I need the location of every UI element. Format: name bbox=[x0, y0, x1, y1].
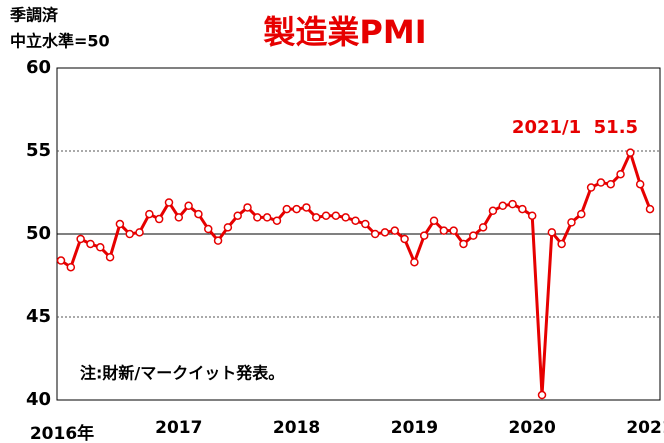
y-tick-label: 50 bbox=[26, 223, 51, 244]
subtitle: 中立水準=50 bbox=[10, 32, 110, 51]
point bbox=[537, 390, 547, 400]
point bbox=[233, 211, 242, 220]
point bbox=[341, 213, 350, 222]
line bbox=[60, 148, 652, 396]
point bbox=[508, 199, 517, 209]
point bbox=[635, 179, 645, 189]
point bbox=[596, 178, 606, 187]
point bbox=[488, 206, 498, 216]
point bbox=[302, 203, 311, 212]
point bbox=[96, 243, 105, 252]
point bbox=[478, 223, 488, 232]
point bbox=[331, 211, 341, 220]
point bbox=[184, 201, 193, 211]
point bbox=[125, 229, 134, 239]
subtitle: 季調済 bbox=[9, 6, 59, 25]
x-tick-label: 2016年 bbox=[30, 423, 94, 443]
point bbox=[518, 204, 527, 214]
point bbox=[66, 262, 76, 272]
point bbox=[429, 216, 439, 225]
point bbox=[135, 228, 144, 237]
point bbox=[370, 229, 380, 239]
point bbox=[586, 183, 596, 192]
point bbox=[469, 231, 478, 240]
point bbox=[351, 216, 360, 225]
point bbox=[282, 204, 292, 214]
x-tick-label: 2017 bbox=[155, 418, 202, 438]
x-tick-label: 2021 bbox=[626, 418, 664, 438]
point bbox=[459, 239, 468, 249]
point bbox=[547, 228, 557, 237]
point bbox=[557, 239, 566, 249]
point bbox=[164, 198, 174, 207]
point bbox=[527, 211, 537, 220]
chart-title: 製造業PMI bbox=[263, 13, 426, 51]
point bbox=[498, 201, 507, 211]
point bbox=[76, 234, 85, 244]
point bbox=[606, 179, 615, 189]
y-tick-label: 40 bbox=[26, 389, 51, 410]
point bbox=[321, 211, 331, 220]
point bbox=[56, 256, 66, 265]
point bbox=[616, 169, 625, 179]
point bbox=[272, 216, 282, 225]
point bbox=[380, 228, 390, 237]
y-tick-label: 55 bbox=[26, 140, 51, 161]
point bbox=[204, 224, 213, 234]
point bbox=[311, 213, 321, 222]
point bbox=[262, 213, 272, 222]
point bbox=[419, 231, 429, 240]
point bbox=[567, 218, 576, 227]
point bbox=[243, 203, 252, 212]
point bbox=[213, 236, 223, 245]
y-tick-label: 60 bbox=[26, 57, 51, 78]
point bbox=[194, 209, 203, 219]
annotation: 2021/1 51.5 bbox=[512, 117, 638, 138]
point bbox=[400, 234, 409, 244]
point bbox=[105, 252, 115, 262]
x-tick-label: 2018 bbox=[273, 418, 320, 438]
point bbox=[154, 214, 164, 224]
point bbox=[645, 204, 655, 214]
point bbox=[86, 239, 95, 249]
point bbox=[439, 226, 449, 235]
point bbox=[390, 226, 400, 235]
point bbox=[577, 209, 586, 219]
point bbox=[449, 226, 458, 235]
note: 注:財新/マークイット発表。 bbox=[80, 364, 284, 383]
point bbox=[361, 219, 370, 229]
point bbox=[145, 209, 154, 219]
point bbox=[174, 213, 184, 222]
point bbox=[292, 204, 301, 214]
x-tick-label: 2019 bbox=[391, 418, 438, 438]
point bbox=[626, 148, 635, 157]
point bbox=[115, 219, 125, 229]
y-tick-label: 45 bbox=[26, 306, 51, 327]
point bbox=[253, 213, 262, 222]
point bbox=[223, 223, 233, 232]
point bbox=[410, 257, 419, 267]
x-tick-label: 2020 bbox=[509, 418, 556, 438]
